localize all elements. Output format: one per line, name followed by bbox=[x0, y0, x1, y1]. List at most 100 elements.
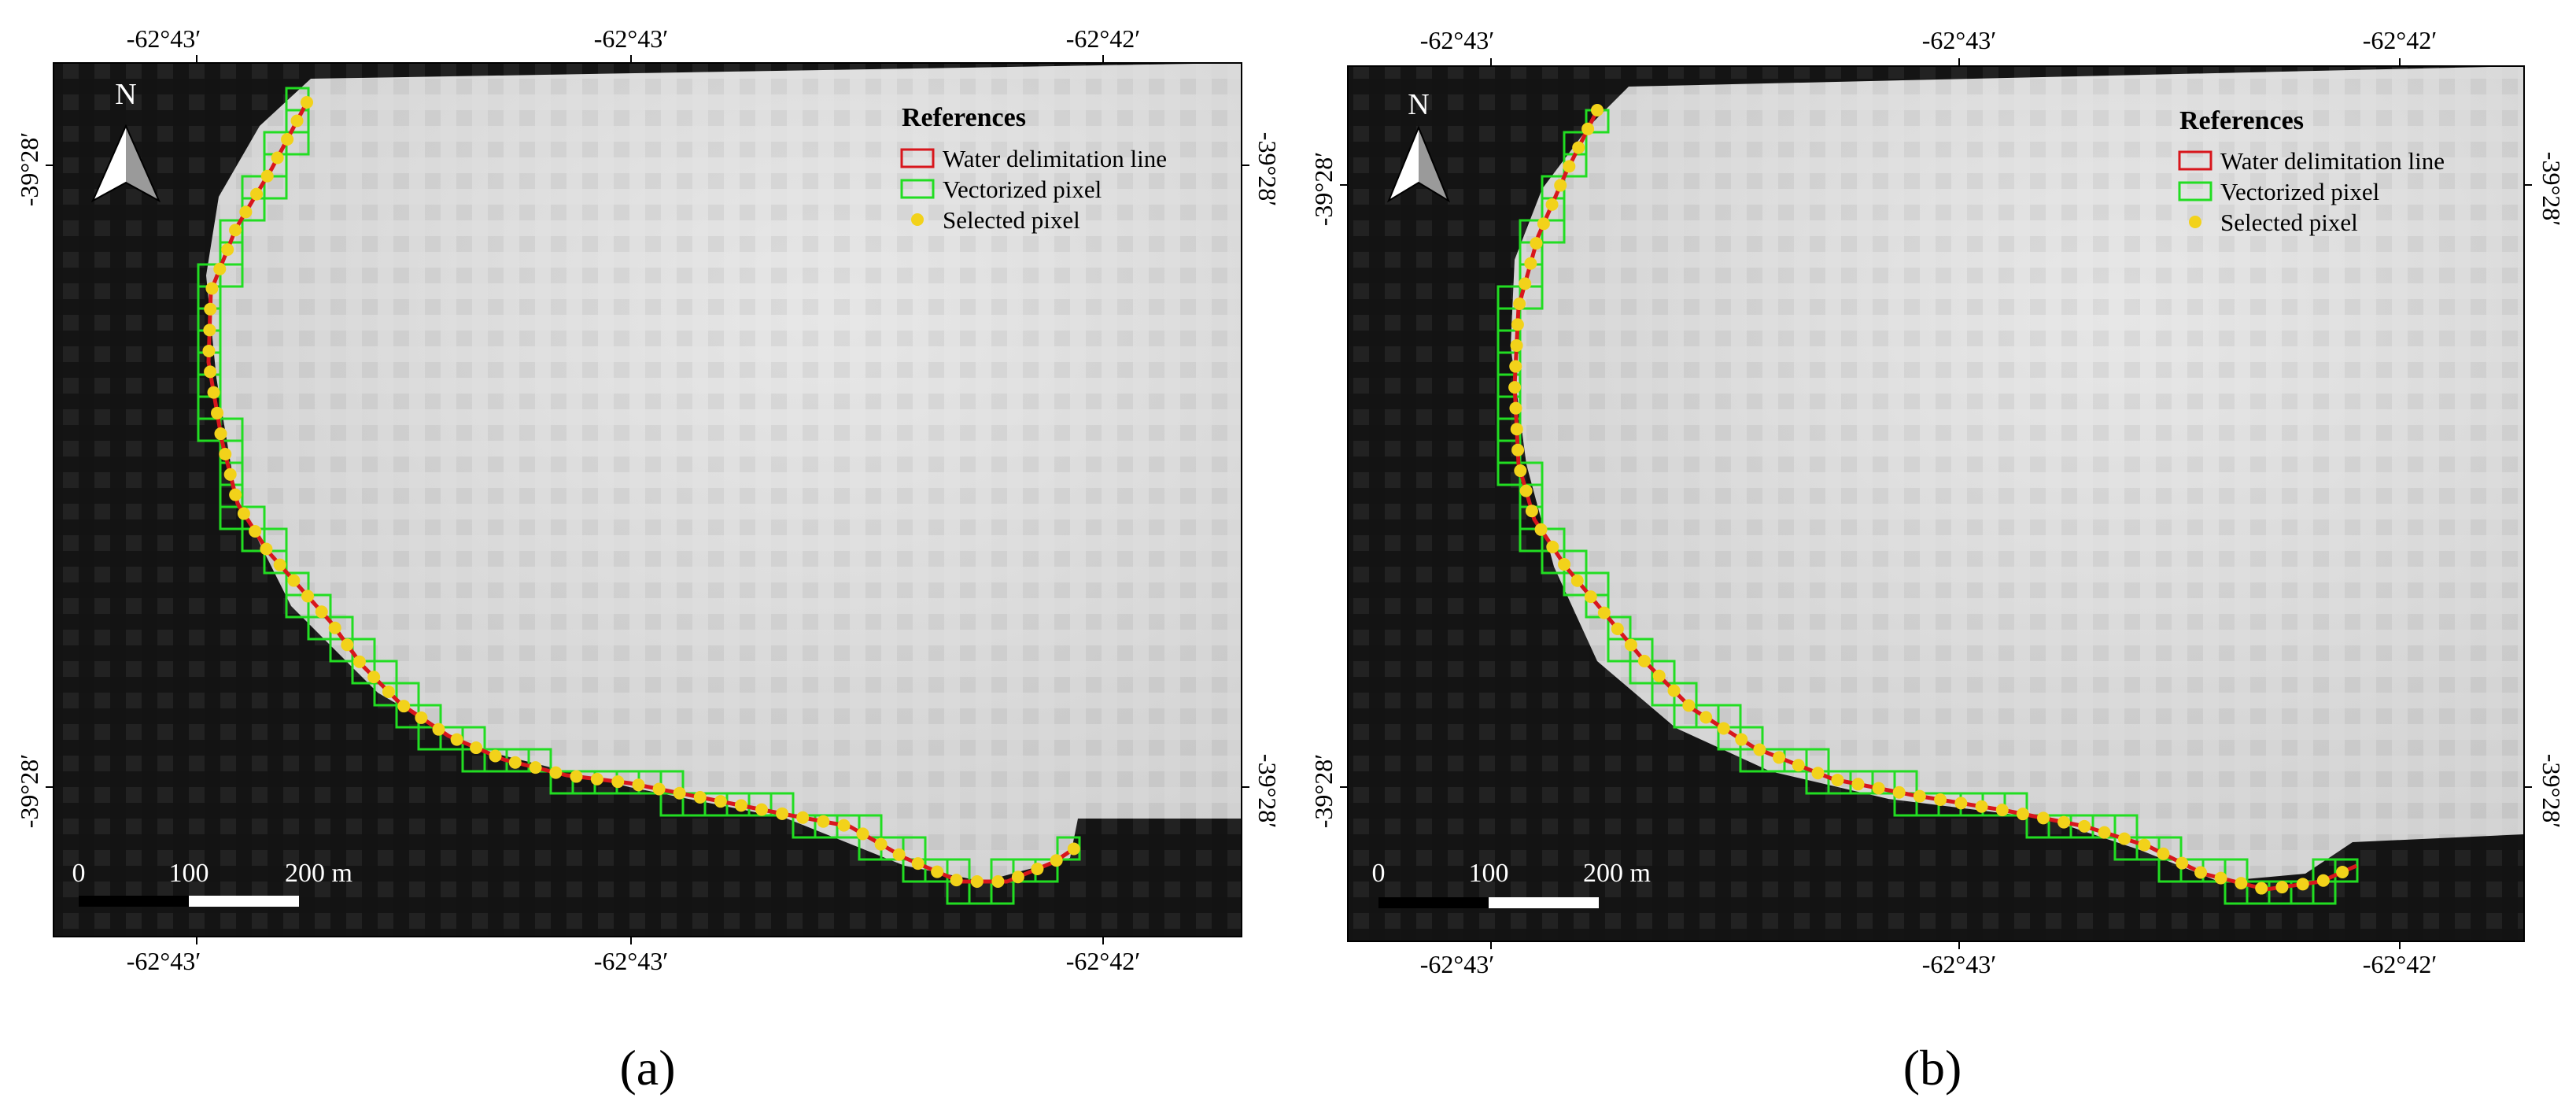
selected-pixel-b bbox=[2296, 878, 2309, 891]
selected-pixel-a bbox=[301, 96, 313, 109]
bottom-tick-3-b: -62°42′ bbox=[2363, 950, 2437, 978]
vectorized-pixel-b bbox=[1585, 593, 1610, 619]
selected-pixel-a bbox=[817, 815, 830, 828]
selected-pixel-b bbox=[2214, 871, 2227, 885]
selected-pixel-b bbox=[2176, 856, 2189, 870]
selected-pixel-a bbox=[652, 782, 666, 796]
selected-pixel-b bbox=[1511, 443, 1525, 457]
selected-pixel-a bbox=[281, 133, 294, 146]
raster-texture-a bbox=[54, 63, 1242, 937]
selected-pixel-b bbox=[1597, 606, 1611, 619]
selected-pixel-a bbox=[714, 795, 727, 808]
selected-pixel-b bbox=[1591, 104, 1604, 116]
selected-pixel-b bbox=[1534, 523, 1548, 536]
legend-symbol-line-b bbox=[2178, 150, 2212, 171]
selected-pixel-b bbox=[1546, 540, 1559, 553]
top-tick-1-a: -62°43′ bbox=[127, 24, 201, 53]
selected-pixels-a bbox=[202, 96, 1080, 888]
selected-pixel-a bbox=[1011, 870, 1024, 884]
top-tick-3-b: -62°42′ bbox=[2363, 26, 2437, 54]
selected-pixel-a bbox=[352, 655, 366, 668]
selected-pixel-b bbox=[1572, 141, 1585, 154]
selected-pixel-b bbox=[1913, 789, 1926, 803]
selected-pixel-a bbox=[214, 427, 227, 441]
legend-item-line-b: Water delimitation line bbox=[2220, 147, 2445, 175]
selected-pixel-a bbox=[892, 848, 906, 861]
scalebar-label-100-b: 100 bbox=[1469, 859, 1509, 888]
selected-pixel-b bbox=[2036, 811, 2050, 825]
selected-pixels-b bbox=[1508, 104, 2349, 895]
selected-pixel-b bbox=[1872, 782, 1885, 795]
legend-b: References Water delimitation line Vecto… bbox=[2178, 106, 2445, 236]
selected-pixel-b bbox=[1519, 277, 1532, 290]
selected-pixel-b bbox=[1717, 722, 1730, 735]
selected-pixel-b bbox=[1652, 669, 1666, 682]
selected-pixel-b bbox=[2194, 866, 2208, 879]
selected-pixel-a bbox=[249, 525, 262, 538]
selected-pixel-b bbox=[1995, 804, 2009, 817]
legend-item-pixel-a: Vectorized pixel bbox=[943, 176, 1102, 203]
selected-pixel-a bbox=[397, 700, 411, 713]
top-tick-2-b: -62°43′ bbox=[1922, 26, 1996, 54]
scalebar-label-100-a: 100 bbox=[169, 859, 209, 888]
map-a: N 0 100 200 m References Water delimitat… bbox=[54, 63, 1242, 937]
legend-item-point-a: Selected pixel bbox=[943, 206, 1080, 234]
selected-pixel-a bbox=[856, 827, 869, 841]
selected-pixel-a bbox=[250, 187, 264, 201]
right-tick-1-b: -39°28′ bbox=[2537, 152, 2566, 226]
bottom-tick-1-b: -62°43′ bbox=[1420, 950, 1494, 978]
selected-pixel-b bbox=[1537, 217, 1550, 231]
selected-pixel-a bbox=[382, 685, 395, 698]
selected-pixel-a bbox=[328, 621, 341, 634]
selected-pixel-b bbox=[1735, 733, 1748, 746]
selected-pixel-b bbox=[1811, 767, 1825, 780]
selected-pixel-b bbox=[2336, 865, 2349, 878]
bottom-tick-2-b: -62°43′ bbox=[1922, 950, 1996, 978]
selected-pixel-a bbox=[221, 243, 234, 257]
selected-pixel-a bbox=[213, 262, 227, 275]
selected-pixel-a bbox=[489, 749, 502, 763]
left-tick-1-a: -39°28′ bbox=[15, 132, 43, 206]
selected-pixel-a bbox=[219, 447, 232, 460]
selected-pixel-a bbox=[570, 770, 583, 783]
selected-pixel-a bbox=[991, 875, 1005, 888]
selected-pixel-b bbox=[2078, 819, 2091, 833]
scalebar-label-0-b: 0 bbox=[1372, 859, 1386, 888]
selected-pixel-b bbox=[1851, 778, 1865, 791]
selected-pixel-b bbox=[1510, 338, 1523, 352]
selected-pixel-a bbox=[911, 857, 924, 870]
north-label-a: N bbox=[115, 78, 136, 111]
selected-pixel-a bbox=[549, 766, 563, 779]
selected-pixel-b bbox=[1682, 699, 1696, 712]
selected-pixel-a bbox=[611, 775, 625, 789]
selected-pixel-a bbox=[202, 344, 216, 357]
selected-pixel-a bbox=[1050, 854, 1063, 867]
selected-pixel-b bbox=[1892, 785, 1906, 799]
selected-pixel-a bbox=[315, 605, 328, 619]
selected-pixel-a bbox=[204, 365, 217, 379]
selected-pixel-a bbox=[796, 811, 810, 824]
scalebar-label-200-a: 200 m bbox=[285, 859, 352, 888]
selected-pixel-b bbox=[1581, 122, 1595, 135]
panel-b: N 0 100 200 m References Water delimitat… bbox=[1309, 26, 2566, 1096]
selected-pixel-a bbox=[287, 574, 301, 587]
bottom-tick-1-a: -62°43′ bbox=[127, 947, 201, 975]
legend-title-b: References bbox=[2179, 106, 2304, 135]
top-tick-3-a: -62°42′ bbox=[1066, 24, 1140, 53]
selected-pixel-b bbox=[1513, 297, 1526, 310]
selected-pixel-a bbox=[734, 799, 747, 812]
selected-pixel-a bbox=[837, 819, 851, 832]
selected-pixel-b bbox=[1667, 684, 1681, 697]
selected-pixel-b bbox=[2255, 882, 2268, 895]
selected-pixel-b bbox=[2316, 874, 2330, 887]
selected-pixel-a bbox=[970, 875, 984, 888]
selected-pixel-a bbox=[341, 638, 354, 652]
selected-pixel-b bbox=[1584, 590, 1597, 604]
selected-pixel-b bbox=[1831, 774, 1844, 787]
selected-pixel-a bbox=[273, 558, 286, 571]
right-tick-1-a: -39°28′ bbox=[1253, 132, 1282, 206]
legend-title-a: References bbox=[902, 103, 1026, 132]
caption-b: (b) bbox=[1903, 1040, 1962, 1096]
selected-pixel-b bbox=[1509, 360, 1522, 373]
selected-pixel-b bbox=[1699, 711, 1713, 724]
